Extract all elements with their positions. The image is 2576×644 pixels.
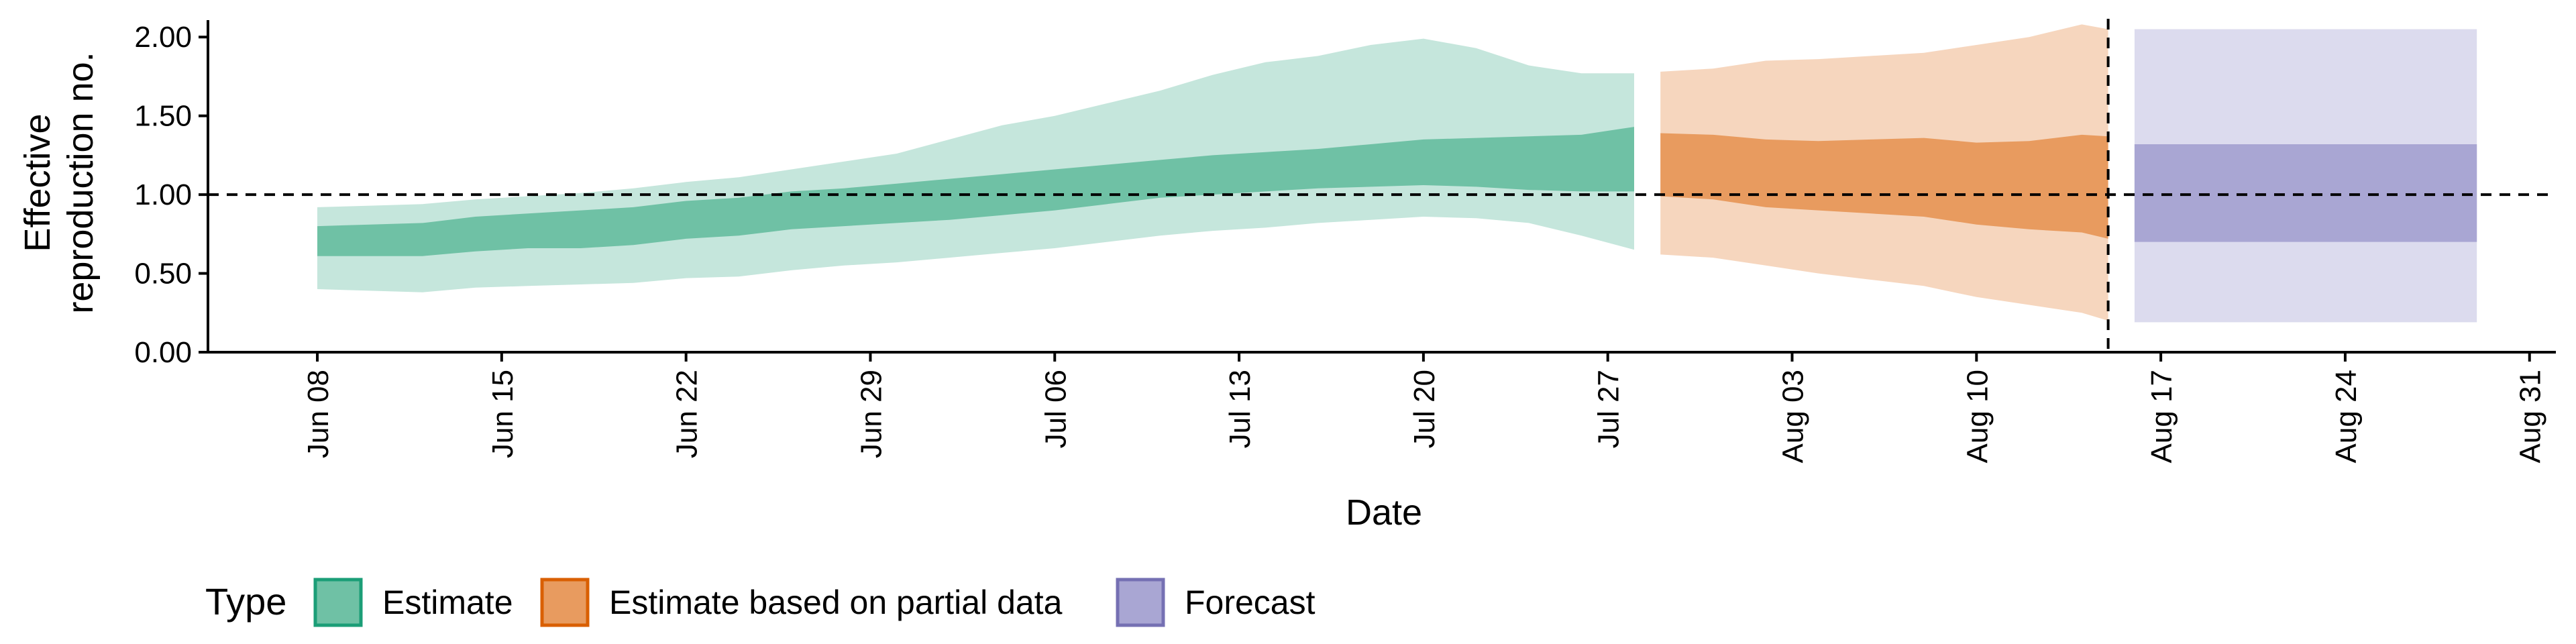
- x-tick-label: Jul 06: [1039, 370, 1072, 448]
- bands-layer: [317, 24, 2477, 323]
- x-tick-label: Aug 24: [2330, 370, 2363, 463]
- axes: [199, 20, 2556, 362]
- legend-label: Estimate based on partial data: [609, 584, 1063, 621]
- y-axis-title-line: reproduction no.: [60, 52, 101, 313]
- x-tick-label: Aug 17: [2145, 370, 2178, 463]
- band-50-2: [2134, 144, 2477, 242]
- y-tick-label: 1.50: [134, 100, 192, 133]
- y-axis-title-line: Effective: [17, 113, 58, 252]
- x-tick-label: Aug 03: [1777, 370, 1810, 463]
- y-tick-label: 0.50: [134, 258, 192, 290]
- x-axis-title: Date: [1346, 492, 1422, 533]
- x-tick-label: Jul 20: [1408, 370, 1441, 448]
- legend-key: [313, 578, 363, 627]
- legend-key: [540, 578, 590, 627]
- legend: Type Estimate Estimate based on partial da…: [205, 578, 1316, 627]
- x-tick-label: Jun 22: [671, 370, 704, 458]
- x-tick-labels: Jun 08 Jun 15 Jun 22 Jun 29 Jul 06 Jul 13 Jul …: [302, 370, 2547, 463]
- legend-title: Type: [205, 580, 286, 623]
- band-50-0: [317, 127, 1634, 256]
- x-tick-label: Jun 29: [855, 370, 888, 458]
- reference-lines: [208, 19, 2556, 352]
- y-tick-label: 0.00: [134, 336, 192, 369]
- x-tick-label: Aug 31: [2514, 370, 2547, 463]
- x-tick-label: Jul 13: [1224, 370, 1256, 448]
- x-tick-label: Jun 08: [302, 370, 335, 458]
- x-tick-label: Jul 27: [1593, 370, 1625, 448]
- x-tick-label: Jun 15: [486, 370, 519, 458]
- band-50-1: [1660, 133, 2108, 239]
- y-tick-label: 1.00: [134, 178, 192, 211]
- y-axis-title: Effectivereproduction no.: [17, 52, 101, 313]
- y-tick-label: 2.00: [134, 21, 192, 54]
- legend-label: Forecast: [1185, 584, 1316, 621]
- legend-label: Estimate: [382, 584, 513, 621]
- x-tick-label: Aug 10: [1961, 370, 1994, 463]
- y-tick-labels: 0.00 0.50 1.00 1.50 2.00: [134, 21, 192, 369]
- legend-key: [1116, 578, 1165, 627]
